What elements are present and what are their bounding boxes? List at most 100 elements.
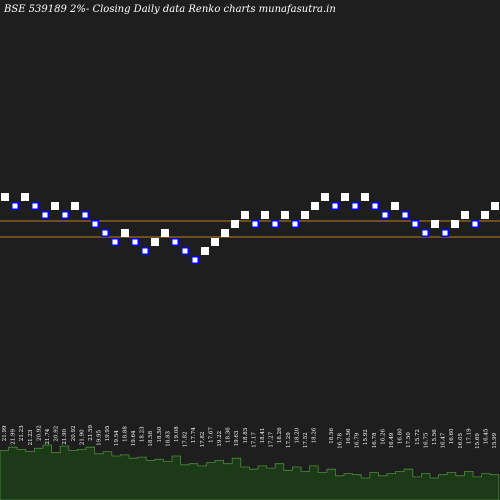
volume-label: 17.19 bbox=[466, 428, 472, 444]
volume-label: 18.58 bbox=[148, 430, 154, 446]
volume-label: 18.50 bbox=[157, 426, 163, 442]
renko-brick-up bbox=[241, 211, 249, 219]
volume-label: 18.20 bbox=[294, 427, 300, 443]
renko-brick-up bbox=[311, 202, 319, 210]
volume-label: 21.23 bbox=[28, 429, 34, 445]
volume-label: 20.92 bbox=[71, 426, 77, 442]
volume-label: 16.45 bbox=[484, 428, 490, 444]
renko-brick-up bbox=[261, 211, 269, 219]
renko-brick-down-core bbox=[412, 221, 418, 227]
volume-area bbox=[0, 444, 500, 500]
volume-label: 18.26 bbox=[277, 427, 283, 443]
renko-brick-up bbox=[211, 238, 219, 246]
renko-brick-down-core bbox=[272, 221, 278, 227]
volume-label: 18.83 bbox=[243, 427, 249, 443]
volume-label: 17.67 bbox=[208, 427, 214, 443]
renko-brick-down-core bbox=[252, 221, 258, 227]
volume-label: 20.92 bbox=[54, 426, 60, 442]
renko-brick-up bbox=[221, 229, 229, 237]
renko-bricks bbox=[1, 193, 499, 264]
renko-brick-down-core bbox=[332, 203, 338, 209]
renko-brick-down-core bbox=[42, 212, 48, 218]
volume-label: 15.92 bbox=[363, 429, 369, 445]
renko-brick-down-core bbox=[112, 239, 118, 245]
volume-label: 17.82 bbox=[200, 432, 206, 448]
volume-label: 16.05 bbox=[458, 432, 464, 448]
renko-brick-up bbox=[461, 211, 469, 219]
volume-label: 19.54 bbox=[114, 430, 120, 446]
volume-label: 21.90 bbox=[62, 428, 68, 444]
volume-label: 16.47 bbox=[441, 432, 447, 448]
volume-label: 16.26 bbox=[380, 428, 386, 444]
volume-label: 17.52 bbox=[303, 432, 309, 448]
renko-brick-down-core bbox=[142, 248, 148, 254]
renko-brick-down-core bbox=[192, 257, 198, 263]
renko-brick-down-core bbox=[82, 212, 88, 218]
volume-series bbox=[0, 444, 500, 500]
renko-brick-down-core bbox=[422, 230, 428, 236]
volume-label: 18.56 bbox=[329, 428, 335, 444]
volume-label: 17.17 bbox=[251, 432, 257, 448]
volume-label: 15.69 bbox=[475, 433, 481, 449]
renko-brick-up bbox=[451, 220, 459, 228]
renko-brick-up bbox=[431, 220, 439, 228]
volume-label: 18.88 bbox=[122, 426, 128, 442]
volume-label: 16.80 bbox=[398, 428, 404, 444]
volume-label: 18.23 bbox=[140, 426, 146, 442]
renko-brick-up bbox=[201, 247, 209, 255]
renko-brick-up bbox=[491, 202, 499, 210]
renko-brick-up bbox=[321, 193, 329, 201]
volume-label: 20.92 bbox=[36, 425, 42, 441]
renko-brick-down-core bbox=[62, 212, 68, 218]
renko-brick-down-core bbox=[92, 221, 98, 227]
volume-label: 18.41 bbox=[260, 428, 266, 444]
renko-brick-up bbox=[361, 193, 369, 201]
renko-brick-down-core bbox=[32, 203, 38, 209]
volume-label: 21.23 bbox=[19, 425, 25, 441]
volume-label: 17.82 bbox=[183, 431, 189, 447]
renko-brick-down-core bbox=[172, 239, 178, 245]
renko-brick-down-core bbox=[402, 212, 408, 218]
volume-label: 21.59 bbox=[88, 425, 94, 441]
volume-label: 18.26 bbox=[312, 427, 318, 443]
renko-brick-down-core bbox=[442, 230, 448, 236]
volume-label: 15.72 bbox=[415, 429, 421, 445]
volume-label: 21.90 bbox=[79, 429, 85, 445]
volume-label: 19.95 bbox=[97, 429, 103, 445]
volume-label: 16.78 bbox=[372, 432, 378, 448]
renko-brick-down-core bbox=[372, 203, 378, 209]
volume-label: 16.60 bbox=[449, 428, 455, 444]
volume-label: 21.99 bbox=[11, 429, 17, 445]
volume-label: 16.75 bbox=[423, 432, 429, 448]
volume-label: 15.56 bbox=[432, 429, 438, 445]
volume-label: 17.74 bbox=[191, 427, 197, 443]
volume-label: 16.79 bbox=[355, 432, 361, 448]
renko-brick-up bbox=[281, 211, 289, 219]
volume-label: 17.27 bbox=[269, 431, 275, 447]
renko-brick-up bbox=[151, 238, 159, 246]
renko-brick-down-core bbox=[352, 203, 358, 209]
renko-brick-up bbox=[231, 220, 239, 228]
volume-labels: 21.99 21.99 21.23 21.23 20.92 21.74 20.92 21.90… bbox=[2, 425, 498, 449]
volume-label: 16.56 bbox=[346, 428, 352, 444]
volume-label: 21.99 bbox=[2, 425, 8, 441]
volume-label: 15.99 bbox=[492, 432, 498, 448]
volume-label: 19.64 bbox=[131, 430, 137, 446]
renko-brick-down-core bbox=[182, 248, 188, 254]
renko-brick-down-core bbox=[12, 203, 18, 209]
volume-label: 18.36 bbox=[226, 427, 232, 443]
renko-brick-down-core bbox=[472, 221, 478, 227]
chart-title: BSE 539189 2%- Closing Daily data Renko … bbox=[3, 4, 336, 15]
volume-label: 19.08 bbox=[174, 426, 180, 442]
volume-label: 19.63 bbox=[234, 430, 240, 446]
volume-label: 19.22 bbox=[217, 431, 223, 447]
renko-brick-down-core bbox=[382, 212, 388, 218]
renko-brick-down-core bbox=[132, 239, 138, 245]
renko-brick-up bbox=[161, 229, 169, 237]
volume-label: 16.49 bbox=[389, 432, 395, 448]
renko-brick-up bbox=[71, 202, 79, 210]
renko-brick-up bbox=[301, 211, 309, 219]
renko-brick-up bbox=[391, 202, 399, 210]
volume-label: 18.83 bbox=[165, 431, 171, 447]
